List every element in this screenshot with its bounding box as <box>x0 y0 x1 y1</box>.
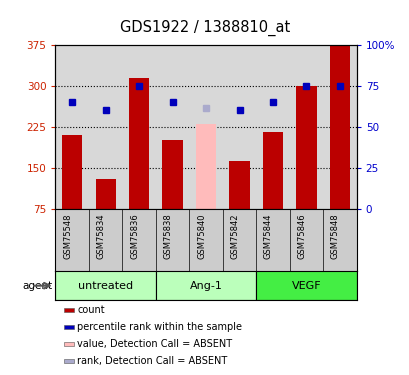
Bar <box>256 271 356 300</box>
Text: percentile rank within the sample: percentile rank within the sample <box>77 322 241 332</box>
Text: GSM75838: GSM75838 <box>163 214 172 260</box>
Text: GSM75842: GSM75842 <box>230 214 239 259</box>
Bar <box>162 141 182 208</box>
Text: rank, Detection Call = ABSENT: rank, Detection Call = ABSENT <box>77 356 227 366</box>
Bar <box>95 178 115 209</box>
Bar <box>262 132 282 209</box>
Bar <box>196 124 216 208</box>
Bar <box>62 135 82 209</box>
Text: count: count <box>77 305 104 315</box>
Text: untreated: untreated <box>78 280 133 291</box>
Bar <box>155 271 256 300</box>
Text: GSM75834: GSM75834 <box>97 214 106 259</box>
Bar <box>64 308 74 312</box>
Text: VEGF: VEGF <box>291 280 321 291</box>
Text: GSM75848: GSM75848 <box>330 214 339 259</box>
Bar <box>64 325 74 329</box>
Text: GSM75840: GSM75840 <box>197 214 205 259</box>
Text: GSM75548: GSM75548 <box>63 214 72 259</box>
Bar <box>55 271 155 300</box>
Text: agent: agent <box>22 280 52 291</box>
Text: GDS1922 / 1388810_at: GDS1922 / 1388810_at <box>119 20 290 36</box>
Text: GSM75844: GSM75844 <box>263 214 272 259</box>
Text: GSM75846: GSM75846 <box>297 214 306 259</box>
Bar <box>64 359 74 363</box>
Bar <box>64 342 74 346</box>
Text: value, Detection Call = ABSENT: value, Detection Call = ABSENT <box>77 339 231 349</box>
Text: GSM75836: GSM75836 <box>130 214 139 260</box>
Text: Ang-1: Ang-1 <box>189 280 222 291</box>
Bar <box>229 161 249 209</box>
Bar <box>329 45 349 209</box>
Bar <box>129 78 149 209</box>
Bar <box>296 86 316 209</box>
